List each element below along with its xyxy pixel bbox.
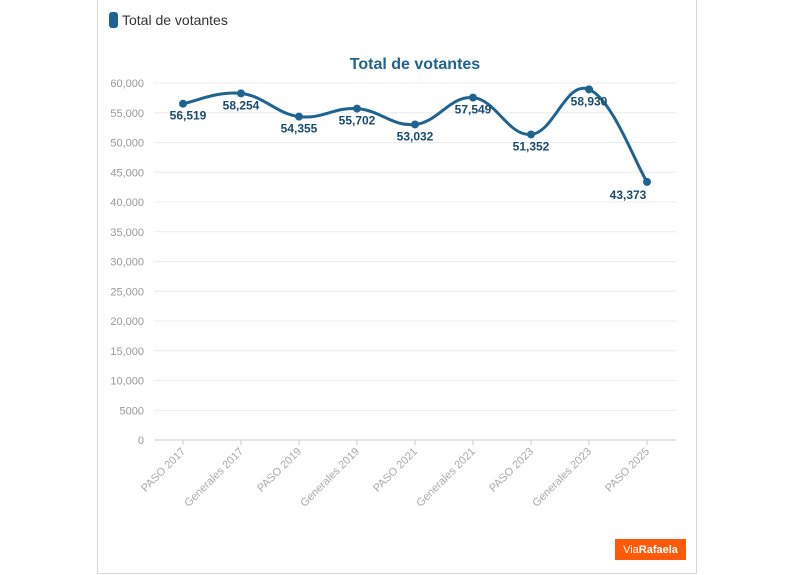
x-tick-label: PASO 2025 [603, 446, 652, 495]
legend-swatch [109, 12, 118, 28]
data-point [179, 99, 187, 108]
data-label: 54,355 [281, 122, 318, 136]
brand-name: Rafaela [638, 543, 678, 556]
y-tick-label: 0 [138, 435, 144, 447]
x-tick-label: Generales 2019 [298, 446, 362, 510]
x-tick-label: Generales 2017 [182, 446, 246, 510]
data-point [411, 120, 419, 129]
series-line [182, 86, 649, 183]
y-tick-label: 40,000 [110, 197, 144, 209]
data-point [353, 104, 361, 113]
x-tick-label: Generales 2023 [530, 446, 594, 510]
data-point [585, 85, 593, 94]
y-tick-label: 20,000 [110, 316, 144, 328]
brand-logo[interactable]: Via Rafaela [615, 539, 686, 560]
y-tick-label: 35,000 [110, 227, 144, 239]
y-tick-label: 5000 [120, 405, 144, 417]
data-label: 58,930 [571, 94, 608, 108]
y-tick-label: 10,000 [110, 376, 144, 388]
brand-prefix: Via [623, 543, 639, 556]
y-tick-label: 25,000 [110, 286, 144, 298]
x-tick-label: PASO 2021 [371, 446, 420, 495]
data-label: 58,254 [223, 98, 260, 112]
legend[interactable]: Total de votantes [109, 12, 228, 28]
y-tick-label: 15,000 [110, 346, 144, 358]
y-tick-label: 50,000 [110, 138, 144, 150]
x-tick-label: PASO 2023 [487, 446, 536, 495]
data-point [527, 130, 535, 139]
x-tick-label: PASO 2019 [255, 446, 304, 495]
y-tick-label: 45,000 [110, 167, 144, 179]
chart-title: Total de votantes [350, 56, 480, 73]
data-label: 57,549 [455, 103, 492, 117]
data-point [295, 112, 303, 121]
x-tick-label: PASO 2017 [139, 446, 188, 495]
y-tick-label: 60,000 [110, 78, 144, 90]
data-label: 55,702 [339, 114, 376, 128]
data-point [469, 93, 477, 102]
data-label: 43,373 [610, 188, 647, 202]
data-label: 56,519 [170, 109, 207, 123]
data-point [237, 89, 245, 98]
x-tick-label: Generales 2021 [414, 446, 478, 510]
legend-label: Total de votantes [122, 12, 228, 28]
data-label: 51,352 [513, 139, 550, 153]
data-point [643, 177, 651, 186]
y-tick-label: 30,000 [110, 257, 144, 269]
data-label: 53,032 [397, 129, 434, 143]
y-tick-label: 55,000 [110, 108, 144, 120]
